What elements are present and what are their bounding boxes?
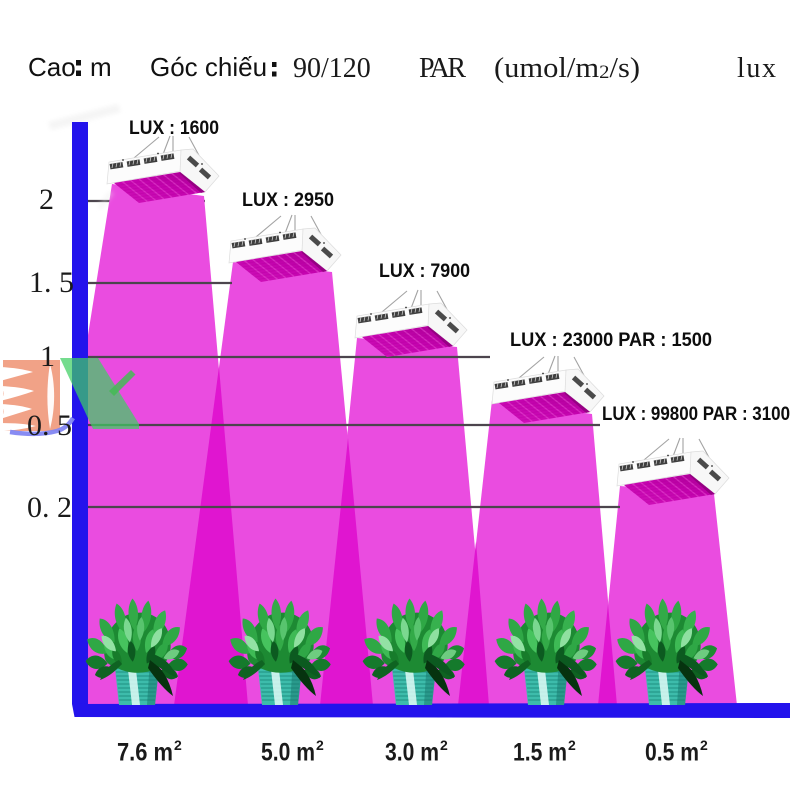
svg-text:2: 2	[39, 183, 54, 216]
svg-text:1: 1	[40, 340, 55, 373]
svg-text:0. 2: 0. 2	[27, 491, 72, 524]
svg-text:2: 2	[316, 737, 324, 753]
svg-text:0. 5: 0. 5	[27, 409, 72, 442]
svg-text:1. 5: 1. 5	[29, 266, 74, 299]
svg-text:LUX : 1600: LUX : 1600	[129, 118, 219, 139]
svg-text:2: 2	[700, 737, 708, 753]
svg-text:2: 2	[568, 737, 576, 753]
svg-text:LUX : 7900: LUX : 7900	[379, 261, 470, 282]
svg-text:5.0 m: 5.0 m	[261, 739, 315, 767]
svg-text:7.6 m: 7.6 m	[117, 739, 173, 767]
svg-text:2: 2	[174, 737, 182, 753]
svg-text:3.0 m: 3.0 m	[385, 739, 439, 767]
svg-text:lux: lux	[737, 53, 776, 84]
svg-text:m: m	[90, 52, 112, 82]
svg-text:LUX : 99800 PAR : 3100: LUX : 99800 PAR : 3100	[602, 404, 790, 425]
svg-text:LUX : 23000 PAR : 1500: LUX : 23000 PAR : 1500	[510, 330, 712, 351]
svg-text:2: 2	[440, 737, 448, 753]
svg-text:LUX : 2950: LUX : 2950	[242, 190, 334, 211]
svg-text:(umol/m2/s): (umol/m 2/s)	[494, 53, 640, 84]
svg-text:90/120: 90/120	[293, 53, 371, 84]
svg-text:PAR: PAR	[419, 53, 466, 84]
svg-text:Góc chiếu: Góc chiếu	[150, 52, 267, 82]
svg-text:0.5 m: 0.5 m	[645, 739, 699, 767]
svg-text:1.5 m: 1.5 m	[513, 739, 567, 767]
svg-text:Cao: Cao	[28, 52, 76, 82]
